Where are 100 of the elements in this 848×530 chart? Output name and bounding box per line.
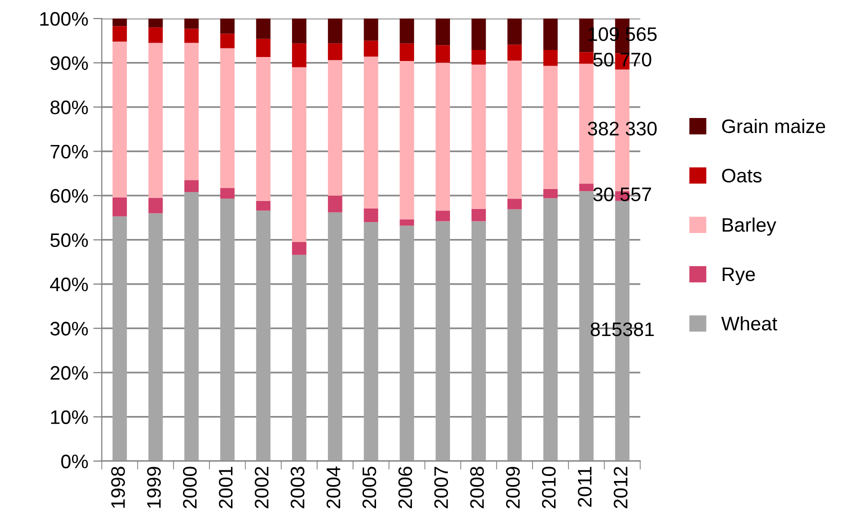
bar <box>112 197 127 216</box>
bar <box>220 198 235 462</box>
bar <box>507 18 522 45</box>
bar <box>184 42 199 180</box>
x-tick-label: 2005 <box>362 466 376 508</box>
y-tick-label: 70% <box>50 144 88 159</box>
legend-label: Grain maize <box>722 118 826 134</box>
y-tick-label: 10% <box>51 410 88 424</box>
x-tick-label: 2001 <box>218 466 233 508</box>
bar <box>256 210 270 462</box>
x-tick-label: 2000 <box>182 466 197 508</box>
bar <box>112 26 127 42</box>
bar <box>400 18 414 44</box>
bar <box>472 64 486 209</box>
bar <box>328 18 342 44</box>
bar <box>328 196 342 212</box>
bar <box>148 198 163 214</box>
bar <box>364 56 378 208</box>
annotation: 382 330 <box>588 122 657 136</box>
bar <box>184 28 199 43</box>
bar <box>292 254 306 462</box>
bar <box>436 210 450 222</box>
bar <box>436 18 450 46</box>
y-tick-label: 0% <box>61 454 88 468</box>
bar <box>364 40 378 57</box>
x-tick-label: 2010 <box>542 466 556 508</box>
bar <box>400 61 414 220</box>
bar <box>328 43 342 60</box>
x-tick-label: 2009 <box>506 466 520 508</box>
bar <box>184 180 199 192</box>
x-tick-label: 2012 <box>614 466 628 508</box>
bar <box>472 221 486 462</box>
bar <box>579 52 594 64</box>
bar <box>364 222 378 462</box>
bar <box>112 42 127 198</box>
bar <box>148 18 163 28</box>
x-tick-label: 2008 <box>470 466 484 508</box>
bar <box>292 18 306 44</box>
bar <box>400 226 414 462</box>
bar <box>256 38 270 58</box>
bar <box>543 198 558 462</box>
x-tick-label: 2002 <box>254 466 269 508</box>
x-tick-label: 1999 <box>147 466 161 508</box>
bar <box>507 60 522 199</box>
bar <box>220 48 235 188</box>
y-tick-label: 50% <box>50 233 88 248</box>
bar <box>436 45 450 63</box>
bar <box>579 184 594 192</box>
bar <box>364 18 378 41</box>
y-tick-label: 60% <box>50 189 88 203</box>
x-tick-label: 2006 <box>398 466 412 508</box>
bar <box>472 18 486 50</box>
bar <box>148 213 163 462</box>
x-tick-label: 2004 <box>326 466 340 508</box>
annotation: 815381 <box>590 322 654 336</box>
bar <box>543 66 558 189</box>
bar <box>400 43 414 62</box>
bar <box>112 18 127 26</box>
bar <box>148 27 163 43</box>
bar <box>328 212 342 462</box>
bar <box>364 208 378 222</box>
x-tick-label: 1998 <box>111 466 125 508</box>
bar <box>112 216 127 462</box>
bar <box>184 192 199 462</box>
legend-label: Barley <box>722 218 776 236</box>
bar <box>256 57 270 201</box>
bar <box>292 43 306 68</box>
bar <box>256 200 270 211</box>
bar <box>543 188 558 198</box>
bar <box>220 18 235 34</box>
bar <box>220 34 235 48</box>
bar <box>292 242 306 255</box>
y-tick-label: 80% <box>50 100 88 114</box>
bar <box>292 67 306 242</box>
bar <box>543 50 558 66</box>
bar <box>472 208 486 222</box>
bar <box>400 219 414 226</box>
y-tick-label: 20% <box>50 366 88 380</box>
bar <box>543 18 558 50</box>
bar <box>328 60 342 196</box>
legend-label: Wheat <box>721 316 778 330</box>
bar <box>184 18 199 29</box>
bar <box>436 62 450 211</box>
bar <box>507 209 522 462</box>
bar <box>436 221 450 462</box>
x-tick-label: 2007 <box>434 466 448 508</box>
y-tick-label: 40% <box>50 278 88 292</box>
bar <box>472 50 486 65</box>
legend-label: Rye <box>722 268 755 286</box>
y-tick-label: 100% <box>40 12 88 26</box>
bar <box>220 188 235 199</box>
bar <box>507 198 522 210</box>
bar <box>148 42 163 198</box>
x-tick-label: 2011 <box>578 466 592 507</box>
y-tick-label: 30% <box>50 322 88 336</box>
x-tick-label: 2003 <box>290 466 304 508</box>
y-tick-label: 90% <box>50 56 88 70</box>
legend-label: Oats <box>722 168 762 182</box>
bar <box>256 18 270 39</box>
bar <box>507 44 522 61</box>
